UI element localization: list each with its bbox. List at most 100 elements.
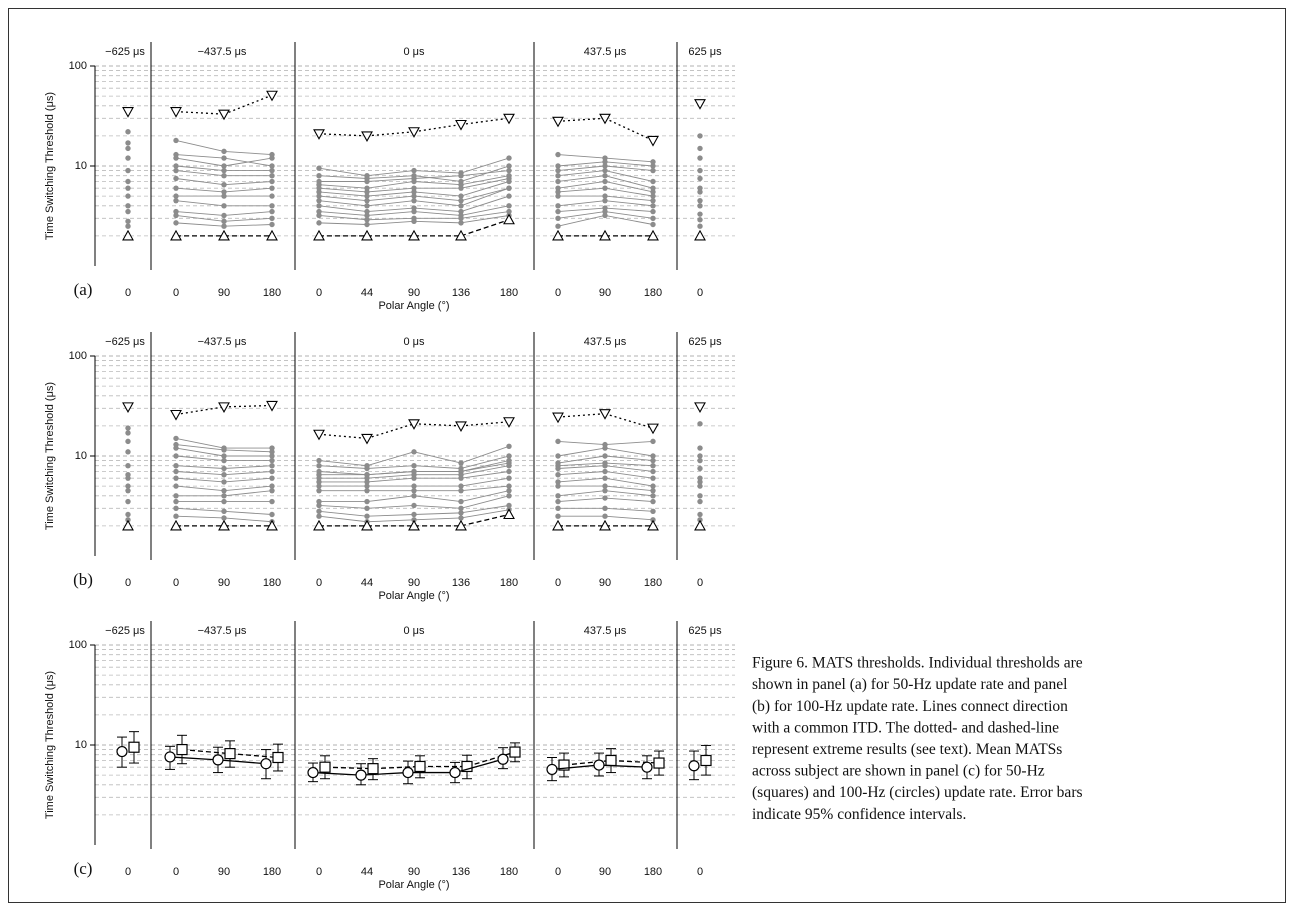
point: [173, 445, 179, 451]
x-tick-label: 90: [599, 577, 611, 589]
point: [602, 453, 608, 459]
connector: [318, 133, 368, 137]
point: [602, 167, 608, 174]
point: [173, 468, 179, 475]
point: [221, 223, 227, 229]
connector: [557, 440, 606, 446]
caption-line: Figure 6. MATS thresholds. Individual th…: [752, 655, 1083, 672]
point: [555, 493, 561, 499]
point: [411, 475, 417, 481]
x-tick-label: 0: [125, 287, 131, 299]
point: [364, 185, 370, 191]
y-axis-label: Time Switching Threshold (μs): [44, 671, 56, 819]
point: [506, 462, 512, 469]
point: [546, 763, 558, 776]
point: [458, 215, 464, 221]
point: [458, 460, 464, 466]
point: [602, 495, 608, 501]
connector: [557, 215, 606, 227]
point: [697, 217, 703, 223]
point: [319, 761, 331, 773]
point: [650, 185, 656, 191]
connector: [604, 413, 654, 429]
connector: [604, 200, 654, 207]
connector: [604, 175, 654, 189]
point: [411, 197, 417, 204]
point: [266, 90, 278, 102]
point: [458, 172, 464, 179]
x-tick-label: 0: [173, 287, 179, 299]
point: [269, 221, 275, 228]
y-tick-label: 10: [75, 160, 87, 172]
point: [458, 197, 464, 204]
point: [555, 215, 561, 221]
point: [316, 457, 322, 464]
point: [697, 155, 703, 161]
point: [316, 165, 322, 171]
point: [555, 167, 561, 174]
point: [408, 419, 420, 430]
point: [506, 443, 512, 450]
point: [555, 208, 561, 215]
x-axis-label: Polar Angle (°): [378, 300, 449, 312]
connector: [318, 505, 368, 509]
connector: [557, 490, 606, 497]
connector: [413, 175, 462, 179]
connector: [223, 517, 273, 523]
connector: [223, 157, 273, 167]
point: [599, 113, 611, 125]
point: [593, 759, 605, 771]
x-tick-label: 0: [125, 866, 131, 878]
point: [269, 208, 275, 215]
connector: [318, 460, 368, 467]
panel-label: (c): [74, 859, 93, 878]
point: [650, 163, 656, 169]
connector: [169, 756, 219, 761]
x-tick-label: 0: [697, 866, 703, 878]
point: [269, 178, 275, 185]
point: [694, 519, 706, 531]
connector: [366, 175, 415, 179]
point: [361, 519, 373, 531]
caption-line: indicate 95% confidence intervals.: [752, 806, 966, 823]
point: [364, 475, 370, 481]
connector: [175, 477, 225, 483]
point: [316, 172, 322, 179]
point: [411, 493, 417, 499]
point: [411, 483, 417, 489]
connector: [460, 117, 510, 126]
point: [555, 163, 561, 169]
point: [599, 229, 611, 241]
point: [650, 208, 656, 215]
point: [269, 457, 275, 464]
connector: [413, 220, 462, 224]
point: [411, 167, 417, 174]
connector: [557, 200, 606, 207]
point: [122, 107, 134, 118]
point: [458, 487, 464, 494]
point: [602, 178, 608, 185]
connector: [604, 485, 654, 492]
connector: [460, 187, 510, 207]
point: [497, 753, 509, 765]
point: [221, 498, 227, 505]
point: [697, 453, 703, 459]
connector: [604, 440, 654, 446]
point: [125, 129, 131, 135]
connector: [460, 421, 510, 427]
point: [218, 229, 230, 241]
point: [364, 178, 370, 185]
point: [221, 508, 227, 514]
point: [602, 487, 608, 494]
point: [269, 483, 275, 489]
point: [688, 760, 700, 772]
connector: [175, 444, 225, 451]
connector: [460, 205, 510, 216]
connector: [175, 154, 225, 159]
point: [552, 519, 564, 531]
point: [173, 193, 179, 199]
connector: [413, 512, 462, 515]
connector: [318, 187, 368, 193]
point: [173, 220, 179, 226]
group-label: 437.5 μs: [584, 625, 627, 637]
